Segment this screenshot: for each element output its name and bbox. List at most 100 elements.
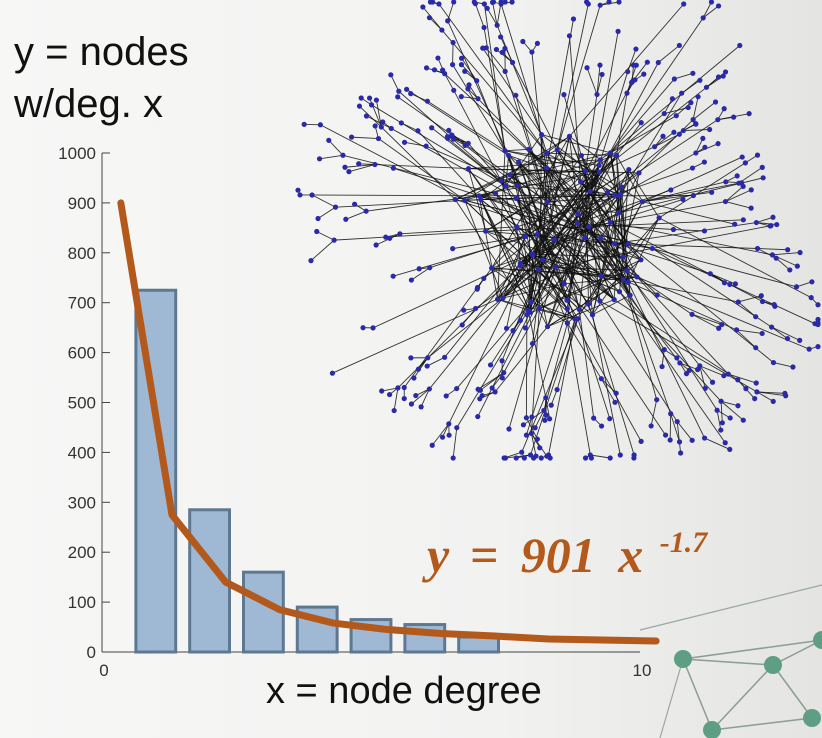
network-edge — [438, 3, 548, 154]
network-edge — [299, 194, 480, 197]
network-edge — [490, 301, 532, 366]
corner-edge — [682, 658, 713, 731]
network-edge — [494, 326, 548, 393]
network-node — [783, 393, 789, 399]
network-node — [489, 385, 495, 391]
network-node — [633, 46, 639, 52]
network-edge — [491, 372, 505, 389]
network-edge — [504, 71, 548, 203]
network-node — [715, 141, 721, 147]
network-node — [534, 436, 540, 442]
network-node — [398, 120, 404, 126]
network-node — [700, 135, 706, 141]
network-node — [680, 127, 686, 134]
network-edge — [728, 373, 757, 384]
equation-lhs: y — [422, 527, 450, 583]
network-edge — [390, 74, 400, 92]
network-edge — [614, 222, 757, 245]
network-node — [554, 147, 560, 153]
network-node — [674, 355, 680, 361]
y-tick-label: 200 — [68, 543, 96, 562]
network-node — [415, 128, 421, 134]
network-edge — [614, 243, 758, 249]
corner-node — [764, 656, 782, 674]
network-node — [688, 100, 694, 106]
network-edge — [623, 279, 737, 331]
network-edge — [374, 164, 469, 170]
equation-base: x — [617, 527, 643, 583]
network-node — [607, 150, 614, 156]
network-edge — [578, 217, 660, 310]
network-node — [727, 415, 733, 421]
network-node — [450, 136, 457, 142]
network-node — [386, 391, 393, 398]
network-node — [372, 123, 378, 129]
network-edge — [479, 194, 621, 197]
network-node — [721, 280, 728, 286]
network-node — [429, 125, 435, 131]
network-node — [342, 164, 348, 170]
network-node — [790, 364, 796, 370]
network-node — [584, 65, 590, 71]
network-node — [613, 390, 619, 396]
network-node — [629, 79, 635, 86]
network-node — [458, 55, 465, 61]
network-edge — [532, 212, 620, 256]
network-node — [591, 415, 597, 421]
network-edge — [381, 126, 456, 200]
network-edge — [525, 169, 630, 237]
network-edge — [590, 454, 611, 459]
network-node — [606, 0, 612, 5]
network-node — [499, 358, 505, 364]
network-edge — [636, 276, 810, 350]
network-edge — [524, 266, 556, 329]
network-node — [760, 175, 766, 181]
fit-equation: y = 901 x -1.7 — [422, 526, 708, 583]
network-edge — [512, 62, 558, 151]
network-edge — [556, 149, 643, 203]
network-node — [671, 129, 677, 135]
network-node — [564, 306, 570, 312]
network-node — [475, 413, 481, 420]
network-node — [415, 366, 422, 372]
network-edge — [567, 303, 589, 324]
network-node — [449, 132, 455, 138]
network-node — [408, 355, 414, 361]
network-node — [649, 245, 655, 252]
network-edge — [600, 378, 616, 403]
network-node — [582, 235, 588, 241]
network-node — [522, 325, 528, 331]
network-node — [735, 299, 741, 305]
network-node — [735, 403, 741, 409]
corner-edge — [772, 639, 822, 666]
network-node — [806, 346, 812, 352]
network-node — [638, 257, 644, 263]
network-node — [416, 266, 422, 272]
network-edge — [550, 389, 558, 406]
network-node — [503, 183, 509, 189]
network-edge — [393, 167, 480, 197]
network-edge — [702, 1, 712, 19]
network-node — [446, 421, 452, 427]
network-edge — [468, 168, 533, 255]
network-edge — [580, 155, 620, 214]
network-edge — [569, 136, 601, 161]
network-node — [446, 432, 452, 438]
corner-edge — [682, 658, 774, 666]
network-edge — [501, 152, 611, 182]
network-node — [709, 379, 716, 385]
network-node — [451, 87, 457, 93]
network-node — [543, 395, 549, 401]
network-node — [413, 392, 419, 399]
network-node — [808, 295, 814, 301]
network-node — [348, 134, 355, 140]
network-node — [652, 144, 658, 150]
network-edge — [580, 155, 638, 278]
network-edge — [452, 427, 458, 459]
network-node — [722, 198, 729, 205]
network-edge — [676, 421, 682, 454]
network-edge — [702, 5, 719, 19]
network-node — [638, 120, 644, 126]
network-node — [517, 262, 523, 269]
network-node — [501, 455, 507, 461]
